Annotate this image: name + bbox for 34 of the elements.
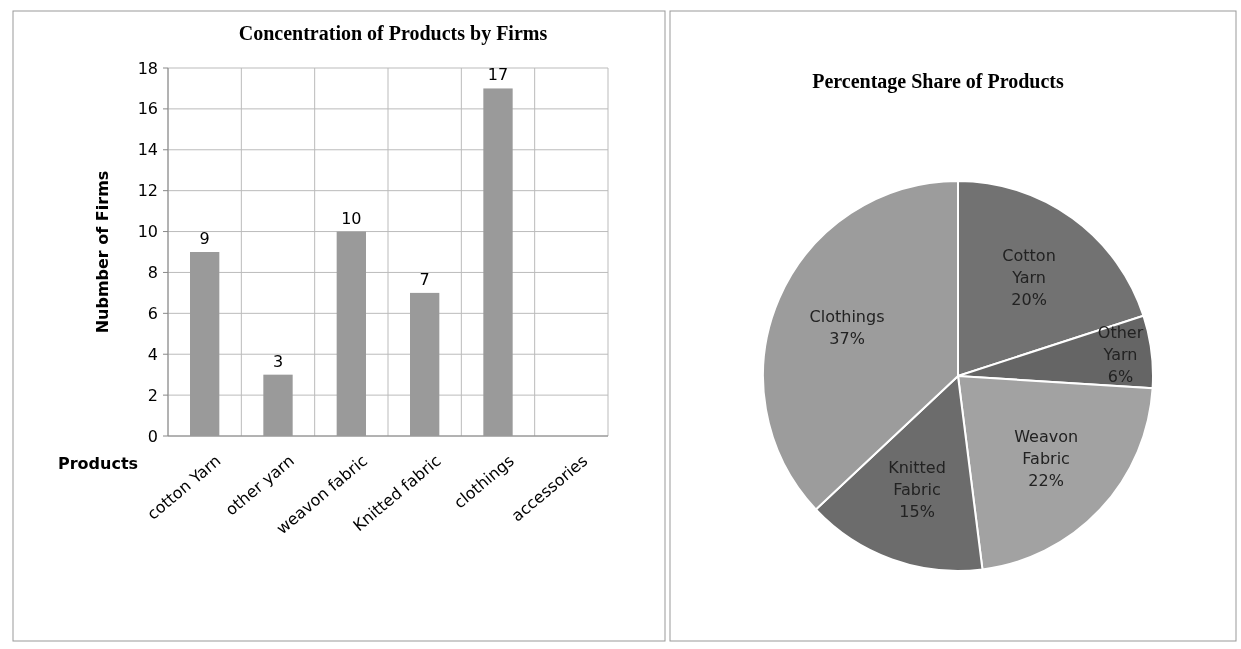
y-tick-label: 8 xyxy=(147,263,158,283)
data-label: 15% xyxy=(899,501,935,521)
data-label: 17 xyxy=(487,65,509,85)
bar xyxy=(410,292,440,436)
bar xyxy=(336,231,366,436)
y-tick-label: 16 xyxy=(137,99,158,119)
slice-label: Cotton Yarn xyxy=(1002,246,1056,288)
data-label: 22% xyxy=(1028,470,1064,490)
data-label: 7 xyxy=(419,269,430,289)
data-label: 10 xyxy=(341,208,362,228)
data-label: 6% xyxy=(1107,367,1134,387)
bar xyxy=(483,88,513,436)
bar xyxy=(190,252,220,436)
y-tick-label: 6 xyxy=(147,303,158,323)
data-label: 37% xyxy=(829,328,865,348)
slice-label: Other Yarn xyxy=(1097,323,1144,365)
data-label: 9 xyxy=(199,229,210,248)
x-axis-title: Products xyxy=(58,454,139,473)
y-tick-label: 10 xyxy=(137,222,158,242)
chart-title: Concentration of Products by Firms xyxy=(238,22,548,45)
data-label: 20% xyxy=(1011,290,1047,310)
data-label: 3 xyxy=(272,351,284,371)
y-axis-title: Nubmber of Firms xyxy=(93,170,112,334)
y-tick-label: 12 xyxy=(137,181,158,201)
chart-title: Percentage Share of Products xyxy=(812,70,1065,93)
slice-label: Knitted Fabric xyxy=(888,457,946,499)
slice-label: Weavon Fabric xyxy=(1014,426,1079,468)
y-tick-label: 0 xyxy=(147,426,158,446)
y-tick-label: 14 xyxy=(137,140,158,160)
y-tick-label: 18 xyxy=(137,58,158,78)
bar xyxy=(263,374,293,436)
slice-label: Clothings xyxy=(809,306,885,326)
y-tick-label: 2 xyxy=(147,385,158,405)
y-tick-label: 4 xyxy=(147,344,158,364)
